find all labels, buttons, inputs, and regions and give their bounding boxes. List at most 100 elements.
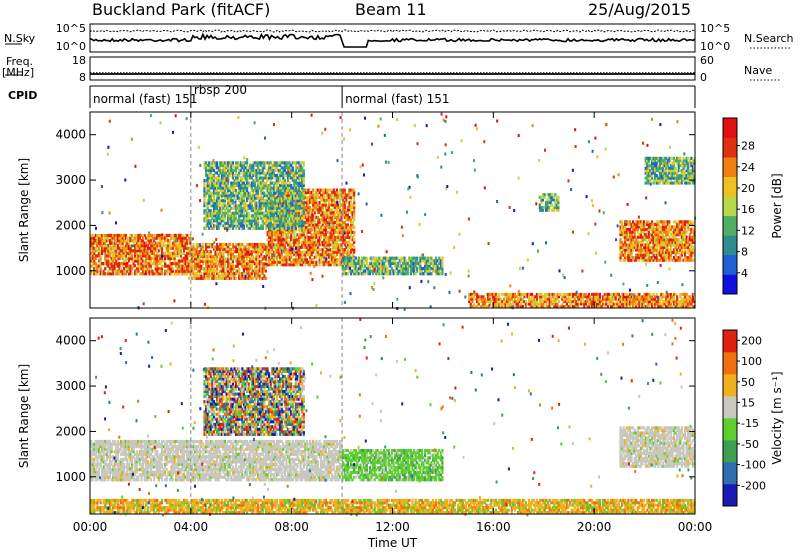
- freq-tick-high: 18: [72, 54, 86, 67]
- velocity-colorbar-swatch-1: [723, 462, 737, 485]
- cpid-label-0: normal (fast) 151: [93, 92, 197, 106]
- velocity-colorbar-frame: [722, 329, 738, 507]
- power-colorbar-title: Power [dB]: [770, 173, 784, 238]
- power-panel-region-3: [203, 161, 305, 230]
- velocity-panel-scatter: [93, 318, 693, 517]
- power-colorbar-swatch-8: [723, 118, 737, 138]
- velocity-colorbar-label-5: -50: [741, 438, 759, 451]
- nsky-label: N.Sky: [4, 32, 36, 45]
- cpid-label-2: normal (fast) 151: [345, 92, 449, 106]
- nsearch-label: N.Search: [744, 32, 794, 45]
- power-panel-region-4: [342, 256, 444, 276]
- station-title: Buckland Park (fitACF): [92, 0, 271, 19]
- power-ylabel: Slant Range [km]: [17, 158, 31, 262]
- velocity-colorbar-swatch-5: [723, 374, 737, 397]
- velocity-colorbar-title: Velocity [m s⁻¹]: [770, 371, 784, 464]
- noise-tick-left-low: 10^0: [56, 40, 86, 53]
- velocity-ytick-label-1: 2000: [55, 424, 86, 438]
- velocity-colorbar-label-4: -15: [741, 417, 759, 430]
- freq-label: Freq.: [6, 55, 34, 68]
- velocity-colorbar-swatch-4: [723, 396, 737, 419]
- power-colorbar-label-6: 28: [741, 140, 755, 153]
- power-panel-region-0: [90, 233, 192, 276]
- xtick-label-3: 12:00: [375, 520, 410, 534]
- cpid-label: CPID: [8, 89, 38, 102]
- power-colorbar-label-0: 4: [741, 267, 748, 280]
- velocity-ytick-label-0: 1000: [55, 470, 86, 484]
- nave-tick-high: 60: [700, 54, 714, 67]
- nave-tick-low: 0: [700, 71, 707, 84]
- freq-tick-low: 8: [79, 71, 86, 84]
- freq-trace: 18 8 60 0: [72, 54, 714, 84]
- power-colorbar-label-1: 8: [741, 246, 748, 259]
- velocity-colorbar-swatch-0: [723, 484, 737, 507]
- power-colorbar-swatch-3: [723, 215, 737, 236]
- date-title: 25/Aug/2015: [588, 0, 692, 19]
- power-colorbar-swatch-4: [723, 196, 737, 217]
- velocity-panel-region-2: [203, 367, 305, 436]
- velocity-heatmap: [90, 318, 696, 517]
- power-colorbar-label-5: 24: [741, 161, 755, 174]
- axes: 1000 2000 3000 4000 Slant Range [km] 1000 2000…: [17, 112, 712, 550]
- velocity-colorbar-swatch-7: [723, 330, 737, 353]
- noise-tick-right-low: 10^0: [700, 40, 730, 53]
- velocity-colorbar-swatch-2: [723, 440, 737, 463]
- xtick-label-1: 04:00: [174, 520, 209, 534]
- power-panel-background: [90, 112, 695, 308]
- power-panel-scatter: [95, 112, 697, 311]
- velocity-ylabel: Slant Range [km]: [17, 364, 31, 468]
- velocity-colorbar-label-6: -100: [741, 459, 766, 472]
- freq-unit-label: [MHz]: [2, 66, 35, 79]
- power-ytick-label-2: 3000: [55, 173, 86, 187]
- velocity-colorbar-label-0: 200: [741, 334, 762, 347]
- power-ytick-label-1: 2000: [55, 218, 86, 232]
- xtick-label-0: 00:00: [73, 520, 108, 534]
- beam-title: Beam 11: [355, 0, 427, 19]
- velocity-colorbar-swatch-6: [723, 352, 737, 375]
- velocity-panel-region-4: [619, 426, 696, 468]
- velocity-panel-region-0: [90, 439, 343, 482]
- power-colorbar-swatch-6: [723, 157, 737, 177]
- noise-tick-left-high: 10^5: [56, 22, 86, 35]
- xtick-label-6: 00:00: [678, 520, 713, 534]
- nave-label: Nave: [744, 64, 773, 77]
- power-colorbar-swatch-5: [723, 176, 737, 197]
- power-panel-region-6: [538, 193, 560, 212]
- sky-noise-trace: [89, 32, 696, 48]
- noise-panel-frame: [89, 23, 696, 53]
- noise-tick-right-high: 10^5: [700, 22, 730, 35]
- power-colorbar-label-4: 20: [741, 182, 755, 195]
- xtick-label-5: 20:00: [577, 520, 612, 534]
- velocity-colorbar-swatch-3: [723, 418, 737, 441]
- power-ytick-label-0: 1000: [55, 264, 86, 278]
- power-heatmap: [90, 112, 697, 311]
- power-colorbar-swatch-1: [723, 254, 737, 275]
- velocity-panel-region-1: [342, 449, 444, 482]
- power-panel-region-5: [468, 292, 696, 308]
- power-colorbar-frame: [722, 117, 738, 295]
- velocity-ytick-label-2: 3000: [55, 379, 86, 393]
- velocity-panel-region-3: [90, 498, 696, 514]
- colorbars: 4 8 12 16 20 24 28 Power [dB] 200 100 50 15 -15 -50 -1…: [722, 117, 784, 507]
- cpid-label-1: rbsp 200: [194, 83, 247, 97]
- power-ytick-label-3: 4000: [55, 128, 86, 142]
- power-colorbar-swatch-7: [723, 137, 737, 158]
- power-colorbar-label-2: 12: [741, 224, 755, 237]
- velocity-colorbar-label-3: 15: [741, 396, 755, 409]
- velocity-ytick-label-3: 4000: [55, 334, 86, 348]
- velocity-colorbar-label-7: -200: [741, 479, 766, 492]
- power-colorbar-swatch-0: [723, 274, 737, 295]
- velocity-colorbar-label-2: 50: [741, 376, 755, 389]
- noise-traces: 10^5 10^0 10^5 10^0: [5, 22, 790, 81]
- velocity-colorbar-label-1: 100: [741, 355, 762, 368]
- power-panel-region-1: [190, 243, 268, 280]
- xtick-label-2: 08:00: [274, 520, 309, 534]
- velocity-panel-background: [90, 318, 695, 514]
- power-colorbar-label-3: 16: [741, 203, 755, 216]
- xtick-label-4: 16:00: [476, 520, 511, 534]
- freq-panel-frame: [89, 56, 696, 81]
- xaxis-label: Time UT: [367, 536, 418, 550]
- power-panel-region-7: [619, 220, 696, 262]
